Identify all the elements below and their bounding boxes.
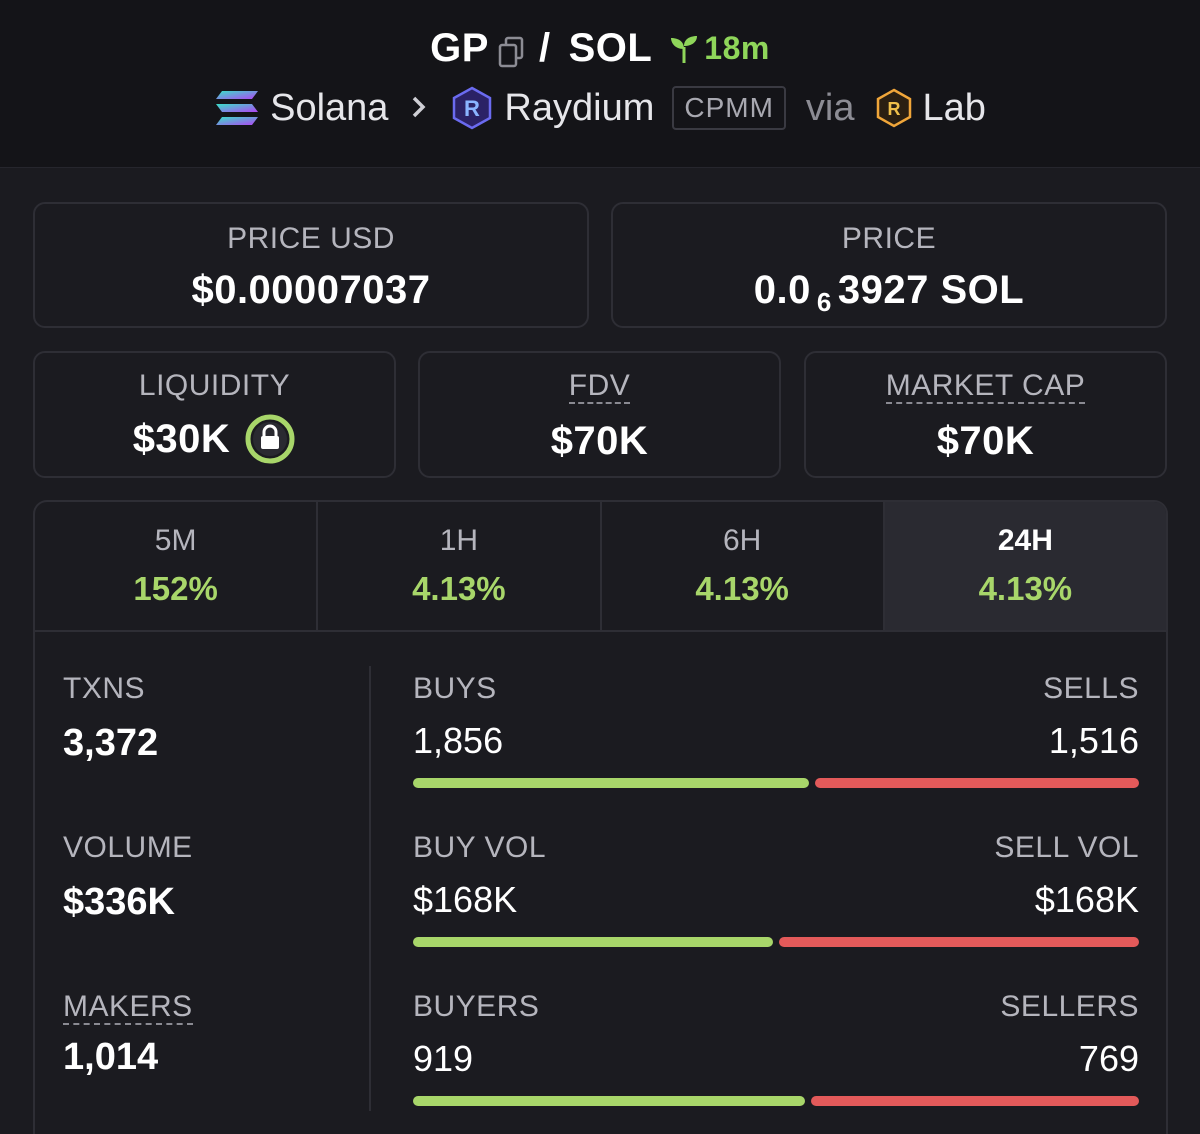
stats-divider — [369, 666, 371, 1111]
sellers-value: 769 — [1078, 1038, 1139, 1079]
tab-1h-change: 4.13% — [412, 570, 506, 607]
chain-link[interactable]: Solana — [270, 86, 389, 129]
txn-stats-panel: TXNS 3,372 VOLUME $336K MAKERS 1,014 BUY… — [33, 630, 1168, 1134]
lock-icon[interactable] — [244, 413, 296, 465]
sellers-bar — [811, 1096, 1139, 1106]
pair-age: 18m — [668, 30, 770, 67]
copy-icon[interactable] — [497, 33, 525, 67]
sellers-label: SELLERS — [1000, 990, 1139, 1023]
price-native-zero-count: 6 — [816, 287, 832, 317]
svg-text:R: R — [464, 96, 480, 121]
pool-type-badge: CPMM — [672, 86, 786, 130]
via-label: via — [805, 86, 855, 129]
buys-bar — [413, 778, 809, 788]
fdv-label[interactable]: FDV — [568, 369, 631, 404]
dex-link[interactable]: Raydium — [504, 86, 655, 129]
buy-vol-value: $168K — [413, 879, 518, 920]
market-cap-label[interactable]: MARKET CAP — [885, 369, 1086, 404]
buyers-sellers-ratio-bar — [413, 1096, 1139, 1106]
price-native-value: 0.0 6 3927 SOL — [613, 268, 1165, 318]
tab-6h[interactable]: 6H 4.13% — [602, 502, 885, 632]
tab-24h-change: 4.13% — [978, 570, 1073, 607]
makers-stat: MAKERS 1,014 — [63, 990, 193, 1079]
sell-vol-bar — [779, 937, 1139, 947]
sell-vol-value: $168K — [1034, 879, 1139, 920]
svg-text:R: R — [887, 99, 900, 119]
tab-1h[interactable]: 1H 4.13% — [318, 502, 602, 632]
buyers-sellers-stat: BUYERS 919 SELLERS 769 — [413, 990, 1139, 1106]
makers-value: 1,014 — [63, 1036, 159, 1078]
buys-value: 1,856 — [413, 720, 504, 761]
tab-24h-label: 24H — [997, 524, 1053, 557]
chain-breadcrumb: Solana R Raydium CPMM via R Lab — [0, 86, 1200, 130]
market-cap-label-wrap: MARKET CAP — [806, 369, 1165, 404]
market-cap-card: MARKET CAP $70K — [804, 351, 1167, 478]
buy-vol-label: BUY VOL — [413, 831, 547, 864]
volume-stat: VOLUME $336K — [63, 831, 193, 924]
liquidity-card: LIQUIDITY $30K — [33, 351, 396, 478]
makers-label[interactable]: MAKERS — [63, 990, 193, 1025]
price-native-label: PRICE — [841, 222, 937, 255]
buys-sells-stat: BUYS 1,856 SELLS 1,516 — [413, 672, 1139, 788]
seedling-icon — [671, 35, 698, 63]
tab-5m-label: 5M — [154, 524, 197, 557]
fdv-card: FDV $70K — [418, 351, 781, 478]
quote-symbol[interactable]: SOL — [568, 26, 653, 70]
base-symbol[interactable]: GP — [430, 26, 489, 70]
price-native-card: PRICE 0.0 6 3927 SOL — [611, 202, 1167, 328]
buys-sells-ratio-bar — [413, 778, 1139, 788]
tab-24h[interactable]: 24H 4.13% — [884, 502, 1166, 632]
buy-vol-bar — [413, 937, 773, 947]
volume-label: VOLUME — [63, 831, 193, 864]
sell-vol-label: SELL VOL — [994, 831, 1139, 864]
price-usd-card: PRICE USD $0.00007037 — [33, 202, 589, 328]
volume-value: $336K — [63, 881, 175, 923]
market-cap-value: $70K — [936, 419, 1035, 463]
pair-age-value: 18m — [704, 30, 770, 66]
sells-label: SELLS — [1043, 672, 1139, 705]
raydium-lab-logo-icon: R — [875, 88, 913, 128]
price-native-prefix: 0.0 — [753, 268, 811, 312]
txns-stat: TXNS 3,372 — [63, 672, 158, 765]
price-native-unit: SOL — [940, 268, 1025, 312]
pair-header: GP / SOL 18m — [0, 0, 1200, 168]
launchpad-link[interactable]: Lab — [922, 86, 986, 129]
liquidity-label: LIQUIDITY — [138, 369, 291, 402]
price-native-digits: 3927 — [837, 268, 929, 312]
txns-value: 3,372 — [63, 722, 159, 764]
tab-6h-label: 6H — [722, 524, 762, 557]
pair-separator: / — [538, 26, 551, 70]
buys-label: BUYS — [413, 672, 497, 705]
raydium-logo-icon: R — [450, 86, 494, 130]
fdv-value: $70K — [550, 419, 649, 463]
fdv-label-wrap: FDV — [420, 369, 779, 404]
solana-logo-icon — [214, 88, 260, 128]
sells-value: 1,516 — [1048, 720, 1139, 761]
chevron-right-icon — [410, 89, 428, 128]
makers-label-wrap: MAKERS — [63, 990, 193, 1025]
sells-bar — [815, 778, 1139, 788]
liquidity-value-row: $30K — [35, 413, 394, 465]
tab-6h-change: 4.13% — [695, 570, 789, 607]
buyers-label: BUYERS — [413, 990, 540, 1023]
buy-sell-vol-stat: BUY VOL $168K SELL VOL $168K — [413, 831, 1139, 947]
buyers-value: 919 — [413, 1038, 474, 1079]
tab-5m-change: 152% — [133, 570, 218, 607]
tab-5m[interactable]: 5M 152% — [35, 502, 319, 632]
liquidity-value: $30K — [132, 416, 231, 461]
buyers-bar — [413, 1096, 805, 1106]
buy-sell-vol-ratio-bar — [413, 937, 1139, 947]
price-usd-label: PRICE USD — [227, 222, 395, 255]
pair-title: GP / SOL 18m — [0, 26, 1200, 71]
txns-label: TXNS — [63, 672, 146, 705]
timeframe-tabs: 5M 152% 1H 4.13% 6H 4.13% 24H 4.13% — [33, 500, 1168, 632]
tab-1h-label: 1H — [439, 524, 479, 557]
price-usd-value: $0.00007037 — [191, 268, 431, 312]
